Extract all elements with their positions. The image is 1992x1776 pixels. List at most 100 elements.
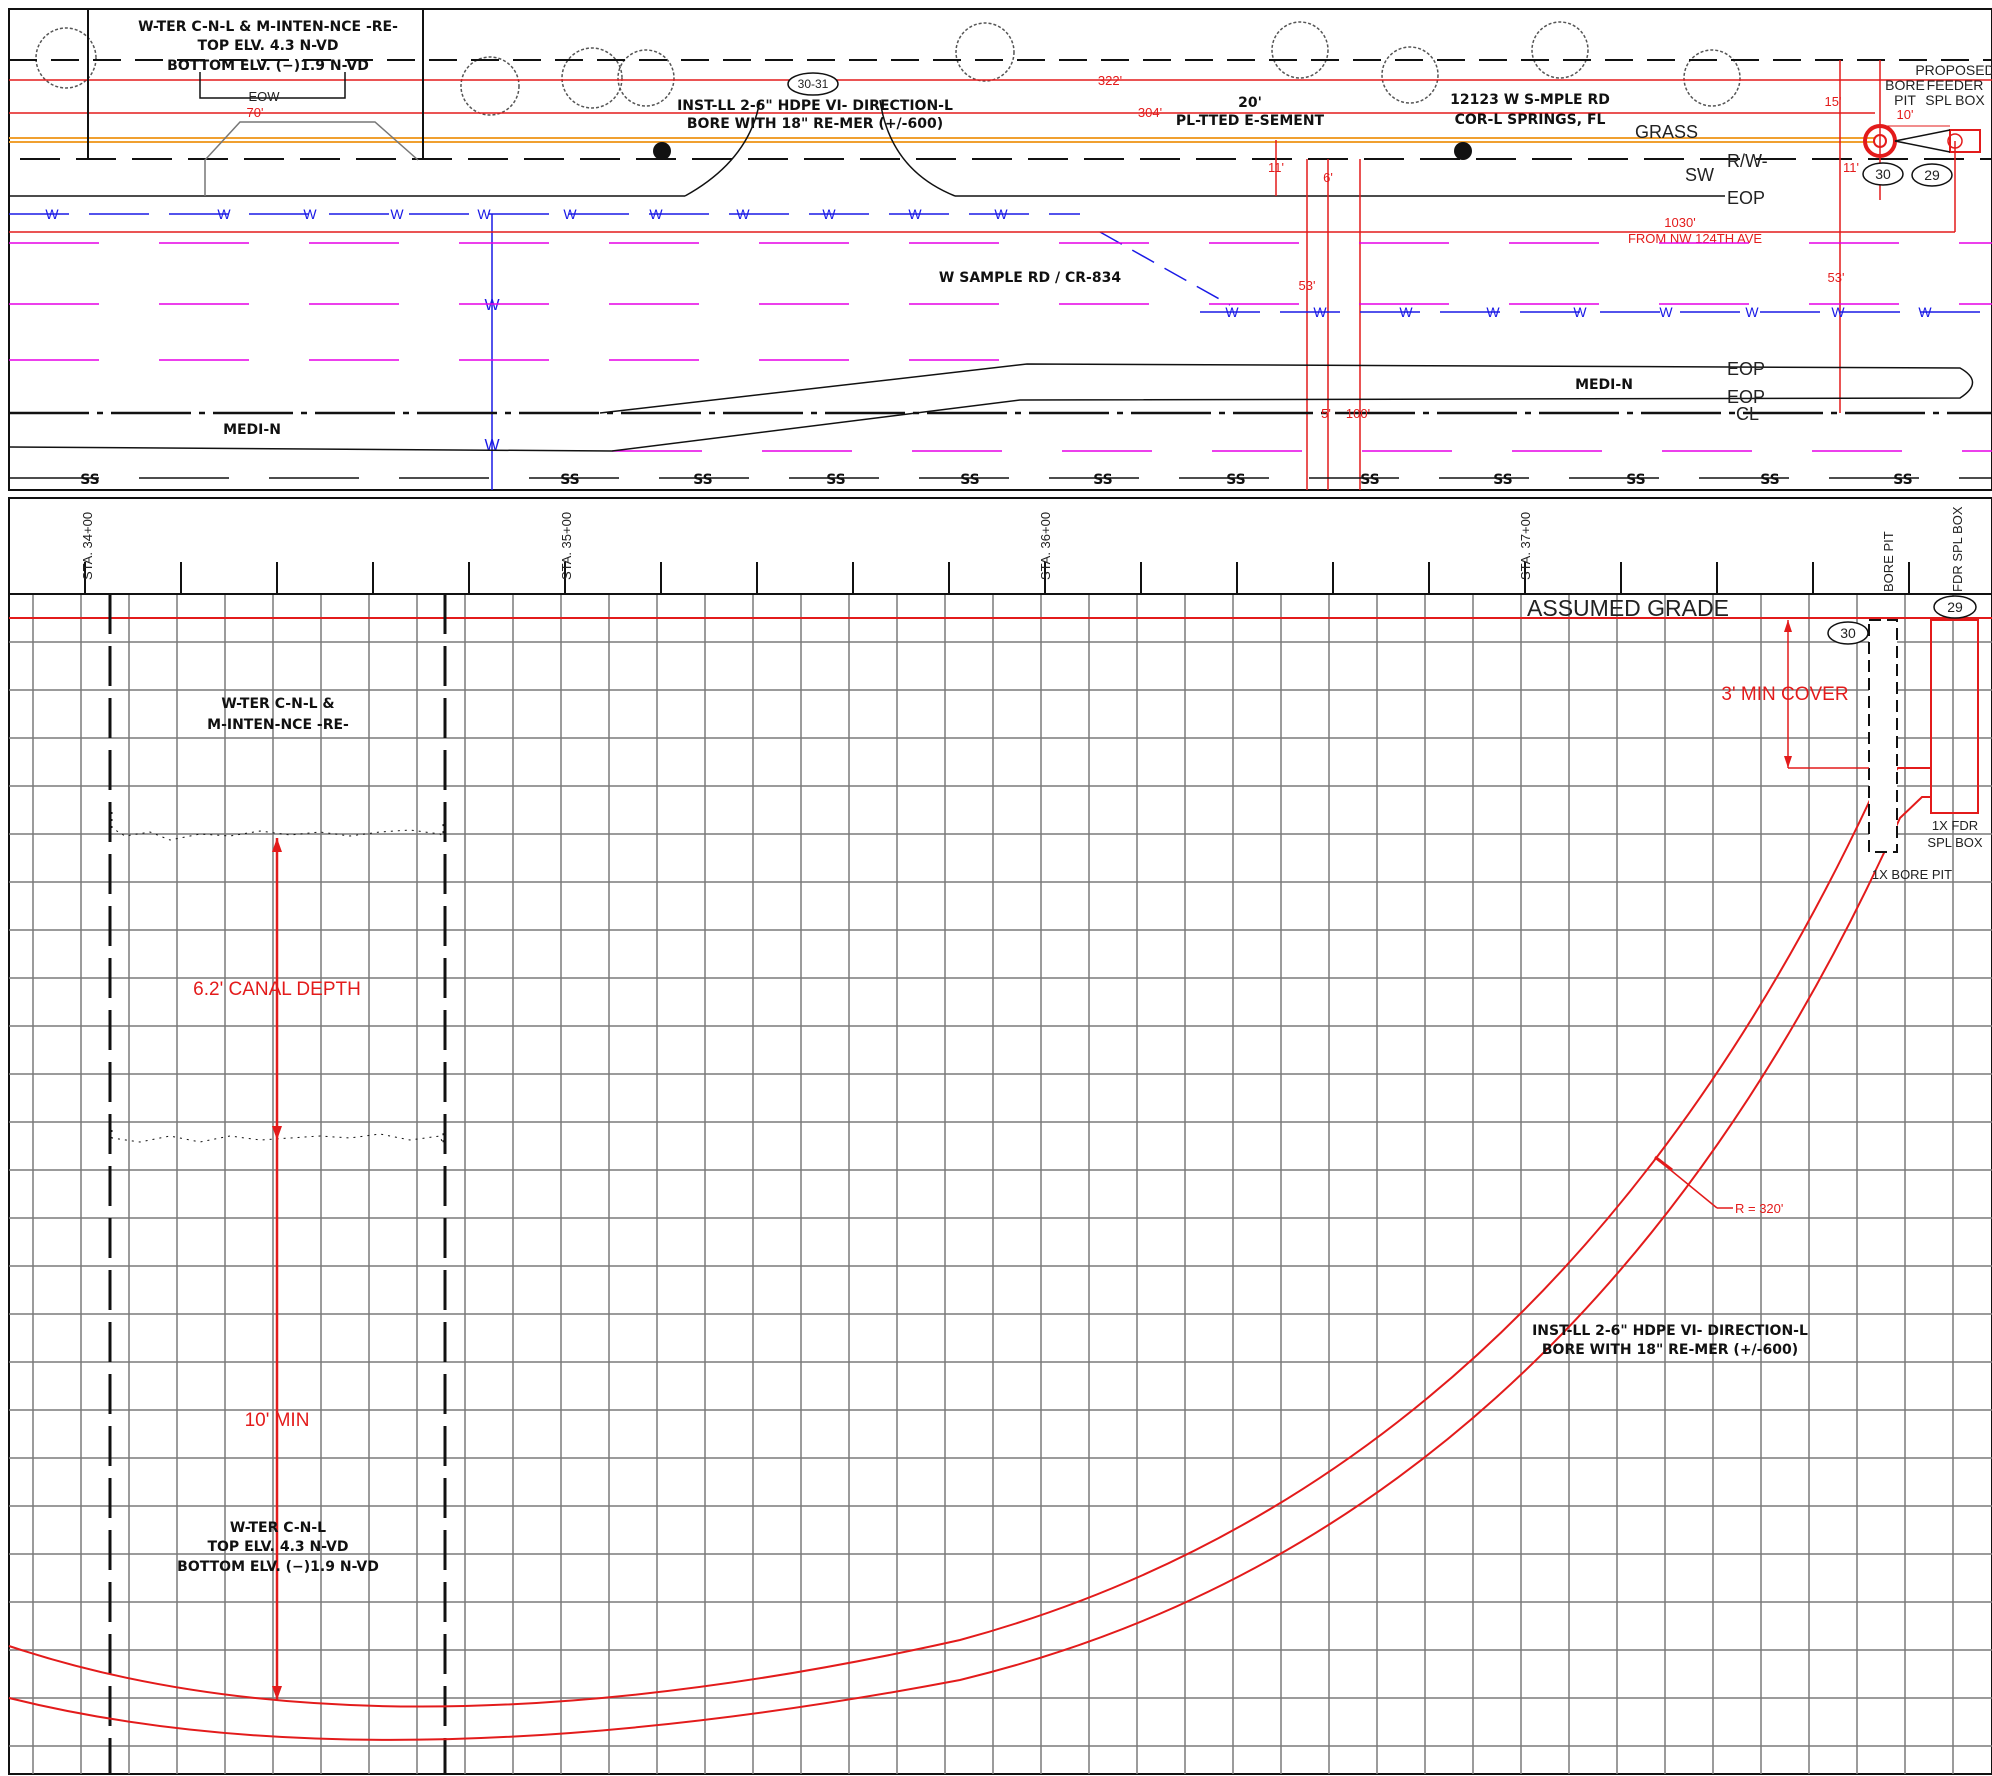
easement-width: 20' bbox=[1238, 95, 1262, 111]
station-label: STA. 36+00 bbox=[1038, 512, 1053, 580]
canal-elev-line: BOTTOM ELV. (−)1.9 N-VD bbox=[177, 1559, 379, 1575]
water-label: W bbox=[484, 297, 500, 314]
canal-note-line: W-TER C-N-L & M-INTEN-NCE -RE- bbox=[138, 19, 398, 35]
driveway-arc bbox=[684, 99, 761, 197]
plan-view: W-TER C-N-L & M-INTEN-NCE -RE- TOP ELV. … bbox=[8, 8, 1992, 491]
canal-elev-line: W-TER C-N-L bbox=[230, 1520, 326, 1536]
dim-6: 6' bbox=[1323, 170, 1333, 185]
sanitary-label: SS bbox=[1893, 472, 1913, 488]
canal-bracket bbox=[199, 72, 346, 99]
canal-note-line: W-TER C-N-L & bbox=[221, 696, 334, 712]
median-label: MEDI-N bbox=[1575, 377, 1633, 393]
station-label: STA. 35+00 bbox=[559, 512, 574, 580]
dim-10: 10' bbox=[1897, 107, 1914, 122]
water-label: W bbox=[1573, 304, 1587, 320]
cl-label: CL bbox=[1736, 404, 1759, 424]
sanitary-label: SS bbox=[960, 472, 980, 488]
callout-bubble-label: 29 bbox=[1947, 599, 1963, 615]
water-label: W bbox=[1918, 304, 1932, 320]
profile-view: STA. 34+00 STA. 35+00 STA. 36+00 STA. 37… bbox=[8, 497, 1992, 1775]
bore-pit-label: 1X BORE PIT bbox=[1872, 867, 1952, 882]
median-label: MEDI-N bbox=[223, 422, 281, 438]
arrow-up-icon bbox=[272, 838, 282, 852]
water-label: W bbox=[484, 437, 500, 454]
canal-note-line: M-INTEN-NCE -RE- bbox=[207, 717, 349, 733]
water-label: W bbox=[1225, 304, 1239, 320]
assumed-grade-label: ASSUMED GRADE bbox=[1527, 595, 1729, 621]
dim-53-left: 53' bbox=[1299, 278, 1316, 293]
tree-icon bbox=[460, 56, 520, 116]
min-cover-label: 3' MIN COVER bbox=[1721, 684, 1848, 705]
address-line: 12123 W S-MPLE RD bbox=[1450, 92, 1610, 108]
bore-pit-box bbox=[1868, 619, 1898, 853]
callout-bubble bbox=[1911, 163, 1953, 187]
dim-304: 304' bbox=[1138, 105, 1162, 120]
callout-bubble-label: 29 bbox=[1924, 167, 1940, 183]
eop-label: EOP bbox=[1727, 359, 1765, 379]
plan-frame bbox=[8, 8, 1992, 491]
tree-icon bbox=[1381, 46, 1439, 104]
canal-depth-label: 6.2' CANAL DEPTH bbox=[193, 979, 361, 1000]
dim-11-right: 11' bbox=[1843, 160, 1859, 175]
water-label: W bbox=[1399, 304, 1413, 320]
water-label: W bbox=[563, 206, 577, 222]
water-label: W bbox=[1745, 304, 1759, 320]
water-label: W bbox=[1831, 304, 1845, 320]
install-note-line: BORE WITH 18" RE-MER (+/-600) bbox=[687, 116, 943, 132]
tree-icon bbox=[955, 22, 1015, 82]
tree-icon bbox=[1531, 21, 1589, 79]
station-label: STA. 37+00 bbox=[1518, 512, 1533, 580]
arrow-down-icon bbox=[1784, 756, 1792, 768]
feeder-splice-box-icon bbox=[1949, 129, 1981, 153]
canal-note-line: BOTTOM ELV. (−)1.9 N-VD bbox=[167, 58, 369, 74]
driveway-arc bbox=[879, 99, 956, 197]
sanitary-label: SS bbox=[80, 472, 100, 488]
tree-icons bbox=[35, 21, 1741, 116]
bore-path-bottom bbox=[8, 796, 1930, 1741]
water-label: W bbox=[1313, 304, 1327, 320]
arrow-down-icon bbox=[272, 1126, 282, 1140]
sanitary-label: SS bbox=[826, 472, 846, 488]
sanitary-label: SS bbox=[693, 472, 713, 488]
radius-tick bbox=[1654, 1155, 1673, 1172]
proposed-line: PROPOSED bbox=[1915, 62, 1992, 78]
install-note-line: INST-LL 2-6" HDPE VI- DIRECTION-L bbox=[677, 98, 953, 114]
water-label: W bbox=[994, 206, 1008, 222]
canal-note: W-TER C-N-L & M-INTEN-NCE -RE- TOP ELV. … bbox=[138, 19, 398, 74]
easement-label: PL-TTED E-SEMENT bbox=[1176, 113, 1325, 129]
bore-note-line: INST-LL 2-6" HDPE VI- DIRECTION-L bbox=[1532, 1323, 1808, 1339]
eow-label: EOW bbox=[248, 89, 280, 104]
canal-bottom-surface bbox=[111, 1130, 444, 1145]
sidewalk-label: SW bbox=[1685, 165, 1714, 185]
water-main: W W W W W W W W W W W W W W W W W W W W … bbox=[9, 206, 1992, 490]
water-line bbox=[1099, 231, 1231, 306]
dim-15: 15' bbox=[1825, 94, 1842, 109]
tree-icon bbox=[617, 49, 675, 107]
water-label: W bbox=[1486, 304, 1500, 320]
callout-bubble bbox=[1933, 595, 1977, 619]
canal-note-line: TOP ELV. 4.3 N-VD bbox=[197, 38, 338, 54]
dim-1030: 1030' bbox=[1664, 215, 1695, 230]
road-name: W SAMPLE RD / CR-834 bbox=[939, 270, 1121, 286]
water-label: W bbox=[390, 206, 404, 222]
bore-pit-line: PIT bbox=[1894, 92, 1916, 108]
grass-label: GRASS bbox=[1635, 122, 1698, 142]
water-label: W bbox=[649, 206, 663, 222]
sanitary-label: SS bbox=[1093, 472, 1113, 488]
row-label: R/W- bbox=[1727, 151, 1768, 171]
station-label: STA. 34+00 bbox=[80, 512, 95, 580]
utility-pole-icon bbox=[653, 142, 671, 160]
profile-grid bbox=[9, 594, 1992, 1774]
callout-bubble bbox=[787, 72, 839, 96]
dim-70: 70' bbox=[247, 105, 264, 120]
dim-100: 100' bbox=[1346, 406, 1370, 421]
callout-bubble-label: 30 bbox=[1840, 625, 1856, 641]
station-ticks bbox=[84, 562, 1910, 594]
water-label: W bbox=[303, 206, 317, 222]
arrow-up-icon bbox=[1784, 620, 1792, 632]
fdr-box-line: SPL BOX bbox=[1927, 835, 1982, 850]
canal-bank bbox=[204, 121, 419, 196]
bore-pit-connector bbox=[1894, 129, 1951, 142]
utility-pole-icon bbox=[1454, 142, 1472, 160]
